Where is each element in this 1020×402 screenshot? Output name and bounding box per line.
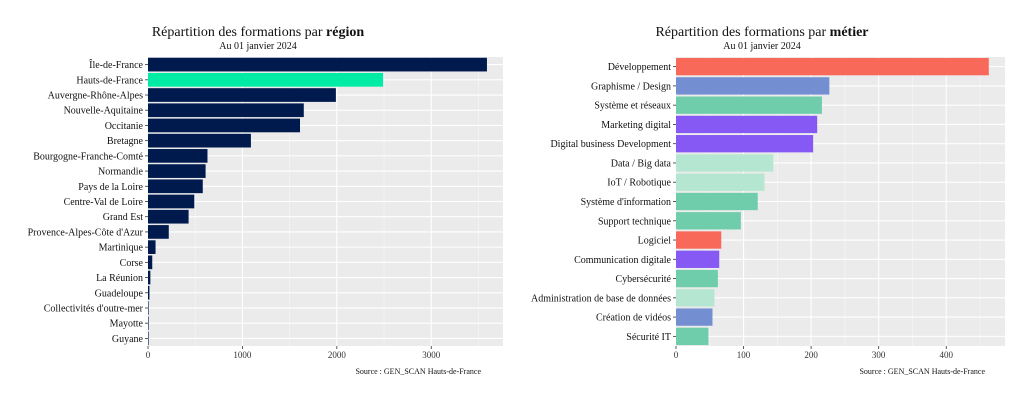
bar xyxy=(676,231,722,249)
bar xyxy=(148,57,487,72)
chart-title: Répartition des formations par métier xyxy=(655,25,868,40)
bar xyxy=(148,164,206,178)
bar xyxy=(676,135,814,153)
chart-subtitle: Au 01 janvier 2024 xyxy=(219,41,297,52)
category-label: Nouvelle-Aquitaine xyxy=(64,106,144,117)
bar xyxy=(148,118,301,133)
category-label: Création de vidéos xyxy=(596,313,671,324)
bar xyxy=(148,255,153,270)
bar xyxy=(676,212,741,230)
bar xyxy=(676,308,713,326)
bar xyxy=(148,301,149,315)
bar xyxy=(676,77,830,95)
category-label: Normandie xyxy=(98,167,144,178)
x-tick-label: 3000 xyxy=(422,350,441,360)
source-caption: Source : GEN_SCAN Hauts-de-France xyxy=(355,367,481,376)
category-label: Marketing digital xyxy=(601,120,671,131)
x-tick-label: 0 xyxy=(146,350,151,360)
bar xyxy=(676,173,765,191)
bar xyxy=(148,88,336,102)
category-label: Communication digitale xyxy=(574,255,671,266)
bar xyxy=(676,154,774,172)
x-tick-label: 0 xyxy=(674,350,679,360)
bar xyxy=(676,57,989,76)
category-label: Auvergne-Rhône-Alpes xyxy=(48,91,143,102)
bar xyxy=(148,72,384,87)
category-label: Guadeloupe xyxy=(95,288,144,299)
bar xyxy=(676,289,715,307)
bar xyxy=(148,240,156,254)
category-label: Bourgogne-Franche-Comté xyxy=(33,151,143,162)
category-label: Bretagne xyxy=(107,136,144,147)
category-label: Cybersécurité xyxy=(615,274,671,285)
category-label: Support technique xyxy=(598,216,672,227)
category-label: Pays de la Loire xyxy=(78,182,143,193)
x-tick-label: 2000 xyxy=(328,350,347,360)
category-label: Développement xyxy=(608,62,672,73)
category-label: Administration de base de données xyxy=(531,293,671,304)
bar xyxy=(148,285,150,300)
bar xyxy=(148,209,189,224)
bar xyxy=(148,270,151,285)
category-label: Système et réseaux xyxy=(594,101,671,112)
bar xyxy=(676,250,720,268)
category-label: La Réunion xyxy=(96,273,143,284)
chart-title-bold: région xyxy=(326,25,364,40)
category-label: Provence-Alpes-Côte d'Azur xyxy=(28,227,144,238)
bar xyxy=(676,327,709,346)
region-chart: Répartition des formations par régionAu … xyxy=(28,25,503,376)
x-tick-label: 400 xyxy=(939,350,953,360)
bar xyxy=(676,96,822,114)
category-label: Centre-Val de Loire xyxy=(64,197,144,208)
chart-title-prefix: Répartition des formations par xyxy=(152,25,326,40)
chart-title: Répartition des formations par région xyxy=(152,25,365,40)
chart-title-prefix: Répartition des formations par xyxy=(655,25,829,40)
bar xyxy=(148,331,149,346)
metier-chart: Répartition des formations par métierAu … xyxy=(531,25,1005,376)
category-label: Data / Big data xyxy=(611,158,672,169)
bar xyxy=(148,103,304,118)
category-label: Sécurité IT xyxy=(626,332,671,343)
bar xyxy=(148,149,208,163)
x-tick-label: 100 xyxy=(737,350,751,360)
category-label: Île-de-France xyxy=(89,59,143,71)
x-tick-label: 200 xyxy=(804,350,818,360)
bar xyxy=(148,133,251,148)
category-label: Graphisme / Design xyxy=(591,81,671,92)
bar xyxy=(676,269,718,288)
chart-subtitle: Au 01 janvier 2024 xyxy=(723,41,801,52)
category-label: Mayotte xyxy=(110,319,144,330)
category-label: IoT / Robotique xyxy=(607,178,671,189)
category-label: Corse xyxy=(120,258,144,269)
category-label: Guyane xyxy=(112,334,144,345)
category-label: Logiciel xyxy=(638,236,672,247)
source-caption: Source : GEN_SCAN Hauts-de-France xyxy=(859,367,985,376)
bar xyxy=(676,192,758,211)
x-tick-label: 1000 xyxy=(233,350,252,360)
bar xyxy=(148,179,203,194)
bar xyxy=(148,194,195,209)
bar xyxy=(148,316,149,331)
category-label: Grand Est xyxy=(103,212,143,223)
category-label: Martinique xyxy=(99,243,144,254)
category-label: Occitanie xyxy=(105,121,144,132)
bar xyxy=(148,225,169,239)
x-tick-label: 300 xyxy=(872,350,886,360)
bar xyxy=(676,115,818,134)
category-label: Collectivités d'outre-mer xyxy=(44,303,144,314)
category-label: Système d'information xyxy=(581,197,671,208)
category-label: Digital business Development xyxy=(550,139,671,150)
category-label: Hauts-de-France xyxy=(76,75,143,86)
chart-title-bold: métier xyxy=(830,25,869,40)
